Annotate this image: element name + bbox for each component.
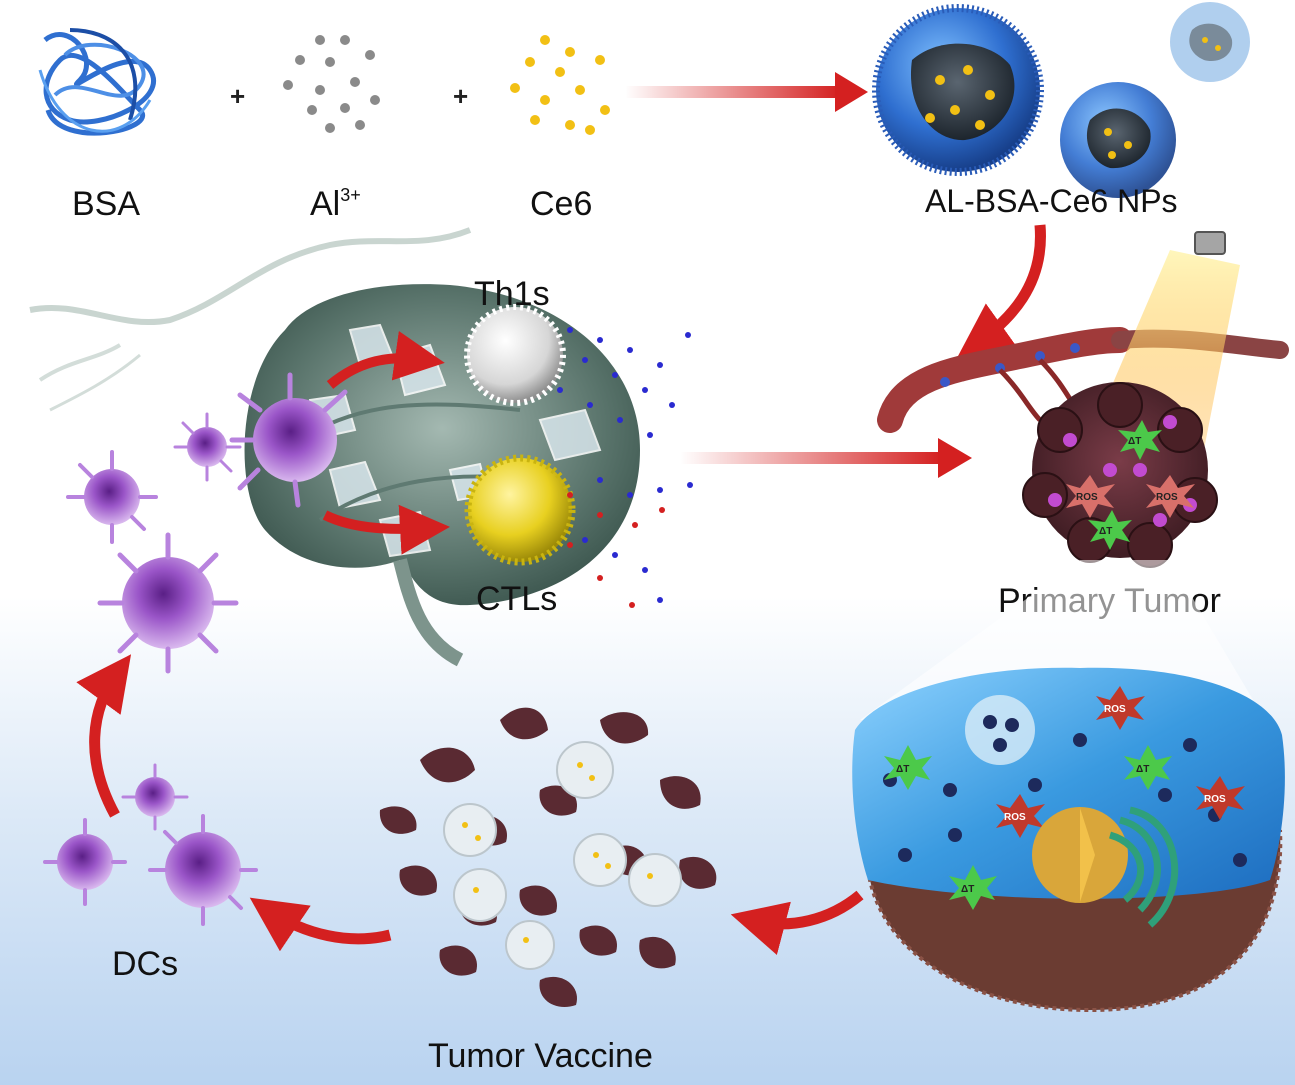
delta-t-tag: ΔT [961, 884, 974, 895]
dc-cell [148, 814, 258, 926]
ros-burst-icon: ROS [1066, 475, 1115, 518]
dc-cell [173, 412, 242, 482]
injection-arrow [957, 224, 1046, 358]
antigen-release-arrow [730, 890, 864, 955]
dc-return-arrow [76, 654, 132, 818]
ros-tag: ROS [1204, 794, 1226, 805]
plus-sign-1: + [230, 81, 245, 111]
th1-cell [464, 304, 566, 406]
al-label: Al3+ [310, 185, 361, 223]
bsa-label: BSA [72, 185, 140, 223]
ros-burst-icon: ROS [1146, 475, 1195, 518]
ce6-label: Ce6 [530, 185, 592, 223]
dcs-label: DCs [112, 945, 178, 983]
ros-burst-icon: ROS [1096, 686, 1145, 730]
heat-burst-icon: ΔT [1124, 745, 1172, 790]
ce6-molecules-icon [510, 35, 610, 135]
ros-tag: ROS [1156, 492, 1178, 503]
heat-burst-icon: ΔT [949, 865, 997, 910]
delta-t-tag: ΔT [896, 764, 909, 775]
al-symbol: Al [310, 185, 340, 223]
nanoparticles-icon [872, 2, 1250, 198]
dendritic-cells [43, 372, 348, 926]
delta-t-tag: ΔT [1099, 526, 1112, 537]
ros-burst-icon: ROS [996, 794, 1045, 838]
aluminium-ions-icon [283, 35, 380, 133]
ros-burst-icon: ROS [1196, 776, 1245, 820]
synthesis-arrow [625, 72, 868, 112]
tumor-vaccine-label: Tumor Vaccine [428, 1037, 653, 1075]
activation-arrow-ctl [322, 504, 450, 555]
bsa-protein-icon [38, 28, 156, 136]
migration-arrow [680, 438, 972, 478]
ros-tag: ROS [1104, 704, 1126, 715]
dc-cell [97, 532, 239, 674]
cytokine-dots [557, 327, 693, 608]
dc-cell [121, 763, 189, 831]
tumor-vaccine [379, 707, 717, 1008]
laser-emitter-icon [1194, 231, 1226, 255]
th1s-label: Th1s [474, 275, 550, 313]
dc-cell [66, 450, 158, 544]
delta-t-tag: ΔT [1136, 764, 1149, 775]
al-charge: 3+ [340, 185, 361, 205]
antigen-uptake-arrow [249, 897, 392, 952]
ctls-label: CTLs [476, 580, 557, 618]
heat-burst-icon: ΔT [884, 745, 932, 790]
plus-sign-2: + [453, 81, 468, 111]
ros-tag: ROS [1076, 492, 1098, 503]
activation-arrow-th1 [326, 331, 445, 389]
ctl-cell [464, 454, 576, 566]
ros-tag: ROS [1004, 812, 1026, 823]
delta-t-tag: ΔT [1128, 436, 1141, 447]
heat-burst-icon: ΔT [1118, 420, 1162, 460]
dc-cell [229, 372, 348, 508]
heat-burst-icon: ΔT [1088, 510, 1132, 550]
endosome [965, 695, 1035, 765]
tumor-cell-cross-section: ROS ΔT ΔT ROS ROS ΔT [852, 667, 1285, 1013]
dc-cell [43, 818, 127, 906]
golgi-apparatus [1108, 806, 1179, 928]
nps-label: AL-BSA-Ce6 NPs [925, 183, 1178, 219]
primary-tumor: ΔT ROS ROS ΔT [877, 231, 1289, 568]
